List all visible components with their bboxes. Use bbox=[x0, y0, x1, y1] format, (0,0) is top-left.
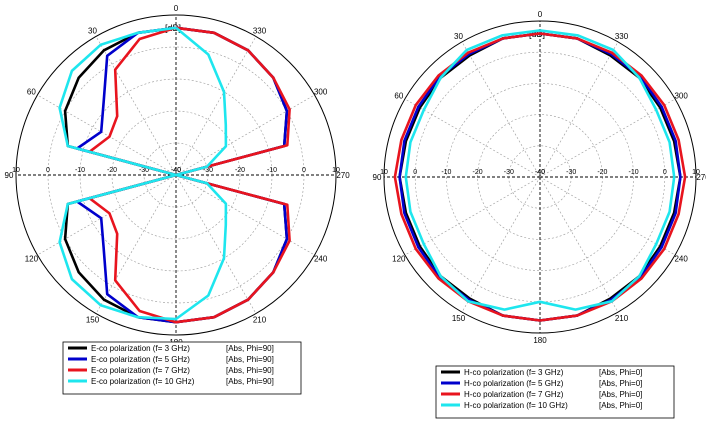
legend-entry-label: E-co polarization (f= 5 GHz) bbox=[91, 355, 190, 364]
radial-tick-label: -20 bbox=[473, 169, 483, 176]
grid-spoke bbox=[404, 98, 541, 178]
legend-box bbox=[435, 365, 675, 419]
angle-tick-label: 60 bbox=[27, 88, 36, 97]
grid-spoke bbox=[539, 98, 676, 178]
angle-tick-label: 150 bbox=[452, 314, 466, 323]
series-line-4 bbox=[58, 26, 228, 321]
radial-tick-label: -20 bbox=[235, 167, 245, 174]
angle-tick-label: 300 bbox=[314, 88, 328, 97]
grid-spoke bbox=[175, 94, 315, 176]
radial-tick-label: -10 bbox=[75, 167, 85, 174]
legend-entry-tag: [Abs, Phi=90] bbox=[226, 344, 274, 353]
grid-spoke bbox=[539, 176, 676, 256]
grid-spoke bbox=[539, 176, 619, 313]
radial-tick-label: -30 bbox=[504, 169, 514, 176]
legend-entry-label: H-co polarization (f= 5 GHz) bbox=[464, 379, 564, 388]
outer-circle bbox=[15, 14, 337, 336]
radial-tick-label: -10 bbox=[267, 167, 277, 174]
angle-tick-label: 0 bbox=[538, 10, 543, 19]
radial-tick-label: -30 bbox=[139, 167, 149, 174]
legend-entry-label: H-co polarization (f= 7 GHz) bbox=[464, 390, 564, 399]
legend-entry-label: E-co polarization (f= 7 GHz) bbox=[91, 366, 190, 375]
grid-spoke bbox=[37, 174, 177, 256]
legend-entry-label: E-co polarization (f= 3 GHz) bbox=[91, 344, 190, 353]
radial-tick-label: -20 bbox=[107, 167, 117, 174]
grid-circle bbox=[111, 110, 241, 240]
angle-tick-label: 210 bbox=[615, 314, 629, 323]
angle-tick-label: 300 bbox=[674, 92, 688, 101]
angle-tick-label: 330 bbox=[615, 32, 629, 41]
grid-spoke bbox=[539, 41, 619, 178]
grid-spoke bbox=[95, 174, 177, 314]
angle-tick-label: 0 bbox=[174, 4, 179, 13]
polar-plot-h-plane: 0 30 60 90 120 150 180 210 240 270 300 330 10 10 0 0 -10… bbox=[373, 10, 706, 345]
radial-tick-label: 10 bbox=[12, 167, 20, 174]
radial-tick-label: 10 bbox=[380, 169, 388, 176]
radial-tick-label: -40 bbox=[171, 167, 181, 174]
grid-spoke bbox=[461, 41, 541, 178]
legend-h-plane: H-co polarization (f= 3 GHz) [Abs, Phi=0]… bbox=[435, 365, 675, 419]
radial-tick-label: -40 bbox=[535, 169, 545, 176]
grid-circle bbox=[446, 83, 634, 271]
radial-tick-label: -30 bbox=[203, 167, 213, 174]
radial-tick-label: 0 bbox=[302, 167, 306, 174]
angle-tick-label: 240 bbox=[314, 255, 328, 264]
angle-tick-label: 210 bbox=[253, 316, 267, 325]
legend-entry-tag: [Abs, Phi=0] bbox=[599, 368, 642, 377]
radial-tick-label: 0 bbox=[663, 169, 667, 176]
radial-tick-label: 10 bbox=[332, 167, 340, 174]
legend-entry-label: E-co polarization (f= 10 GHz) bbox=[91, 377, 195, 386]
legend-entry-label: H-co polarization (f= 10 GHz) bbox=[464, 401, 568, 410]
radial-tick-label: -40 bbox=[535, 169, 545, 176]
series-line-3 bbox=[88, 26, 291, 324]
angle-tick-label: 90 bbox=[373, 173, 382, 182]
angle-tick-label: 30 bbox=[88, 26, 97, 35]
series-line-3 bbox=[393, 32, 687, 322]
angle-tick-label: 240 bbox=[674, 255, 688, 264]
angle-tick-label: 270 bbox=[336, 171, 350, 180]
angle-tick-label: 120 bbox=[392, 255, 406, 264]
grid-spoke bbox=[175, 174, 257, 314]
legend-box bbox=[62, 341, 302, 395]
angle-tick-label: 120 bbox=[25, 255, 39, 264]
radial-tick-label: -30 bbox=[566, 169, 576, 176]
legend-entry-tag: [Abs, Phi=0] bbox=[599, 379, 642, 388]
legend-entry-label: H-co polarization (f= 3 GHz) bbox=[464, 368, 564, 377]
legend-e-plane: E-co polarization (f= 3 GHz) [Abs, Phi=90… bbox=[62, 341, 302, 395]
radial-tick-label: 10 bbox=[692, 169, 700, 176]
radial-tick-label: -10 bbox=[629, 169, 639, 176]
grid-circle bbox=[414, 51, 666, 303]
legend-entry-tag: [Abs, Phi=90] bbox=[226, 377, 274, 386]
grid-spoke bbox=[461, 176, 541, 313]
angle-tick-label: 180 bbox=[533, 336, 547, 345]
grid-spoke bbox=[404, 176, 541, 256]
legend-entry-tag: [Abs, Phi=0] bbox=[599, 401, 642, 410]
angle-tick-label: 270 bbox=[696, 173, 706, 182]
angle-tick-label: 330 bbox=[253, 26, 267, 35]
radial-tick-label: -20 bbox=[597, 169, 607, 176]
radial-tick-label: -10 bbox=[441, 169, 451, 176]
grid-spoke bbox=[175, 36, 257, 176]
radial-tick-label: 0 bbox=[413, 169, 417, 176]
legend-entry-tag: [Abs, Phi=90] bbox=[226, 355, 274, 364]
legend-entry-tag: [Abs, Phi=0] bbox=[599, 390, 642, 399]
polar-plot-e-plane: 0306090120150180210240270300330101000-10… bbox=[5, 4, 351, 347]
radial-tick-label: 0 bbox=[46, 167, 50, 174]
angle-tick-label: 90 bbox=[5, 171, 14, 180]
grid-spoke bbox=[175, 174, 315, 256]
legend-entry-tag: [Abs, Phi=90] bbox=[226, 366, 274, 375]
angle-tick-label: 30 bbox=[454, 32, 463, 41]
series-line-4 bbox=[404, 29, 676, 311]
grid-spoke bbox=[37, 94, 177, 176]
grid-spoke bbox=[95, 36, 177, 176]
radial-tick-label: -40 bbox=[171, 167, 181, 174]
angle-tick-label: 60 bbox=[394, 92, 403, 101]
angle-tick-label: 150 bbox=[86, 316, 100, 325]
